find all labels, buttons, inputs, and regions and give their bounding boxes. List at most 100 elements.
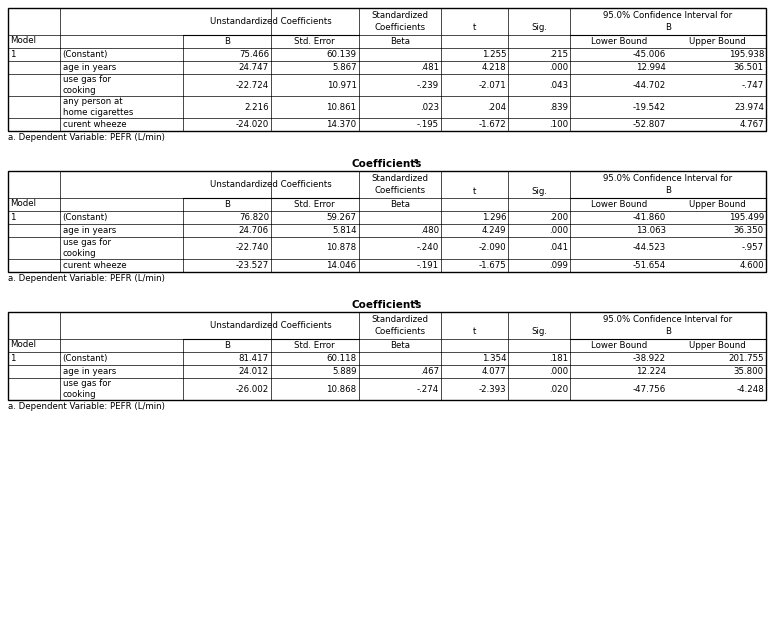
Bar <box>8 312 766 400</box>
Text: Lower Bound: Lower Bound <box>591 37 647 46</box>
Text: -44.702: -44.702 <box>632 81 666 89</box>
Text: -.191: -.191 <box>417 261 439 270</box>
Text: 36.501: 36.501 <box>734 63 764 72</box>
Text: Sig.: Sig. <box>531 187 547 195</box>
Text: .480: .480 <box>420 226 439 235</box>
Bar <box>8 8 766 131</box>
Text: 195.938: 195.938 <box>728 50 764 59</box>
Text: Upper Bound: Upper Bound <box>689 37 746 46</box>
Text: 1.296: 1.296 <box>482 213 506 222</box>
Text: B: B <box>224 200 230 209</box>
Text: .000: .000 <box>549 367 568 376</box>
Text: Std. Error: Std. Error <box>294 341 335 350</box>
Text: .023: .023 <box>420 102 439 112</box>
Text: Beta: Beta <box>390 37 410 46</box>
Text: a. Dependent Variable: PEFR (L/min): a. Dependent Variable: PEFR (L/min) <box>8 402 165 411</box>
Text: 76.820: 76.820 <box>239 213 269 222</box>
Text: Std. Error: Std. Error <box>294 37 335 46</box>
Text: curent wheeze: curent wheeze <box>63 261 126 270</box>
Text: -19.542: -19.542 <box>633 102 666 112</box>
Text: Upper Bound: Upper Bound <box>689 200 746 209</box>
Text: 10.861: 10.861 <box>326 102 356 112</box>
Text: 24.747: 24.747 <box>239 63 269 72</box>
Text: 2.216: 2.216 <box>244 102 269 112</box>
Text: -22.740: -22.740 <box>236 244 269 252</box>
Text: 10.971: 10.971 <box>326 81 356 89</box>
Text: 13.063: 13.063 <box>636 226 666 235</box>
Text: 14.370: 14.370 <box>326 120 356 129</box>
Text: -2.393: -2.393 <box>478 384 506 394</box>
Text: .215: .215 <box>549 50 568 59</box>
Text: 81.417: 81.417 <box>239 354 269 363</box>
Text: -1.672: -1.672 <box>478 120 506 129</box>
Text: 10.868: 10.868 <box>326 384 356 394</box>
Text: -22.724: -22.724 <box>236 81 269 89</box>
Text: age in years: age in years <box>63 226 115 235</box>
Text: 23.974: 23.974 <box>734 102 764 112</box>
Text: -.957: -.957 <box>742 244 764 252</box>
Text: Sig.: Sig. <box>531 24 547 32</box>
Text: Standardized
Coefficients: Standardized Coefficients <box>371 11 429 32</box>
Text: 1: 1 <box>10 354 16 363</box>
Text: Beta: Beta <box>390 341 410 350</box>
Text: 60.118: 60.118 <box>326 354 356 363</box>
Text: Lower Bound: Lower Bound <box>591 341 647 350</box>
Text: -2.090: -2.090 <box>478 244 506 252</box>
Text: .000: .000 <box>549 63 568 72</box>
Text: a: a <box>414 158 418 164</box>
Text: 4.249: 4.249 <box>482 226 506 235</box>
Text: -47.756: -47.756 <box>632 384 666 394</box>
Text: a: a <box>414 299 418 305</box>
Text: -23.527: -23.527 <box>236 261 269 270</box>
Text: use gas for
cooking: use gas for cooking <box>63 379 111 399</box>
Text: age in years: age in years <box>63 63 115 72</box>
Text: .204: .204 <box>487 102 506 112</box>
Text: -.747: -.747 <box>742 81 764 89</box>
Text: 4.077: 4.077 <box>481 367 506 376</box>
Text: Standardized
Coefficients: Standardized Coefficients <box>371 316 429 335</box>
Text: 1: 1 <box>10 213 16 222</box>
Text: 12.994: 12.994 <box>636 63 666 72</box>
Text: -.274: -.274 <box>417 384 439 394</box>
Text: 1: 1 <box>10 50 16 59</box>
Text: a. Dependent Variable: PEFR (L/min): a. Dependent Variable: PEFR (L/min) <box>8 133 165 142</box>
Text: .481: .481 <box>420 63 439 72</box>
Text: -38.922: -38.922 <box>633 354 666 363</box>
Text: -.195: -.195 <box>417 120 439 129</box>
Text: (Constant): (Constant) <box>63 213 108 222</box>
Text: .181: .181 <box>549 354 568 363</box>
Text: Model: Model <box>10 199 36 208</box>
Text: 36.350: 36.350 <box>734 226 764 235</box>
Text: 5.889: 5.889 <box>332 367 356 376</box>
Text: Unstandardized Coefficients: Unstandardized Coefficients <box>210 17 332 26</box>
Text: .467: .467 <box>420 367 439 376</box>
Text: 75.466: 75.466 <box>239 50 269 59</box>
Text: t: t <box>473 187 477 195</box>
Text: -2.071: -2.071 <box>478 81 506 89</box>
Bar <box>8 171 766 272</box>
Text: Model: Model <box>10 36 36 45</box>
Text: -4.248: -4.248 <box>736 384 764 394</box>
Text: 10.878: 10.878 <box>326 244 356 252</box>
Text: 60.139: 60.139 <box>326 50 356 59</box>
Text: Model: Model <box>10 340 36 349</box>
Text: Unstandardized Coefficients: Unstandardized Coefficients <box>210 321 332 330</box>
Text: a. Dependent Variable: PEFR (L/min): a. Dependent Variable: PEFR (L/min) <box>8 274 165 283</box>
Text: .020: .020 <box>549 384 568 394</box>
Text: Sig.: Sig. <box>531 327 547 337</box>
Text: 1.255: 1.255 <box>481 50 506 59</box>
Text: Coefficients: Coefficients <box>352 159 422 169</box>
Text: .200: .200 <box>549 213 568 222</box>
Text: -41.860: -41.860 <box>632 213 666 222</box>
Text: B: B <box>224 341 230 350</box>
Text: 12.224: 12.224 <box>636 367 666 376</box>
Text: age in years: age in years <box>63 367 115 376</box>
Text: -.240: -.240 <box>417 244 439 252</box>
Text: Unstandardized Coefficients: Unstandardized Coefficients <box>210 180 332 189</box>
Text: curent wheeze: curent wheeze <box>63 120 126 129</box>
Text: any person at
home cigarettes: any person at home cigarettes <box>63 97 133 117</box>
Text: -24.020: -24.020 <box>236 120 269 129</box>
Text: Beta: Beta <box>390 200 410 209</box>
Text: -26.002: -26.002 <box>236 384 269 394</box>
Text: 35.800: 35.800 <box>734 367 764 376</box>
